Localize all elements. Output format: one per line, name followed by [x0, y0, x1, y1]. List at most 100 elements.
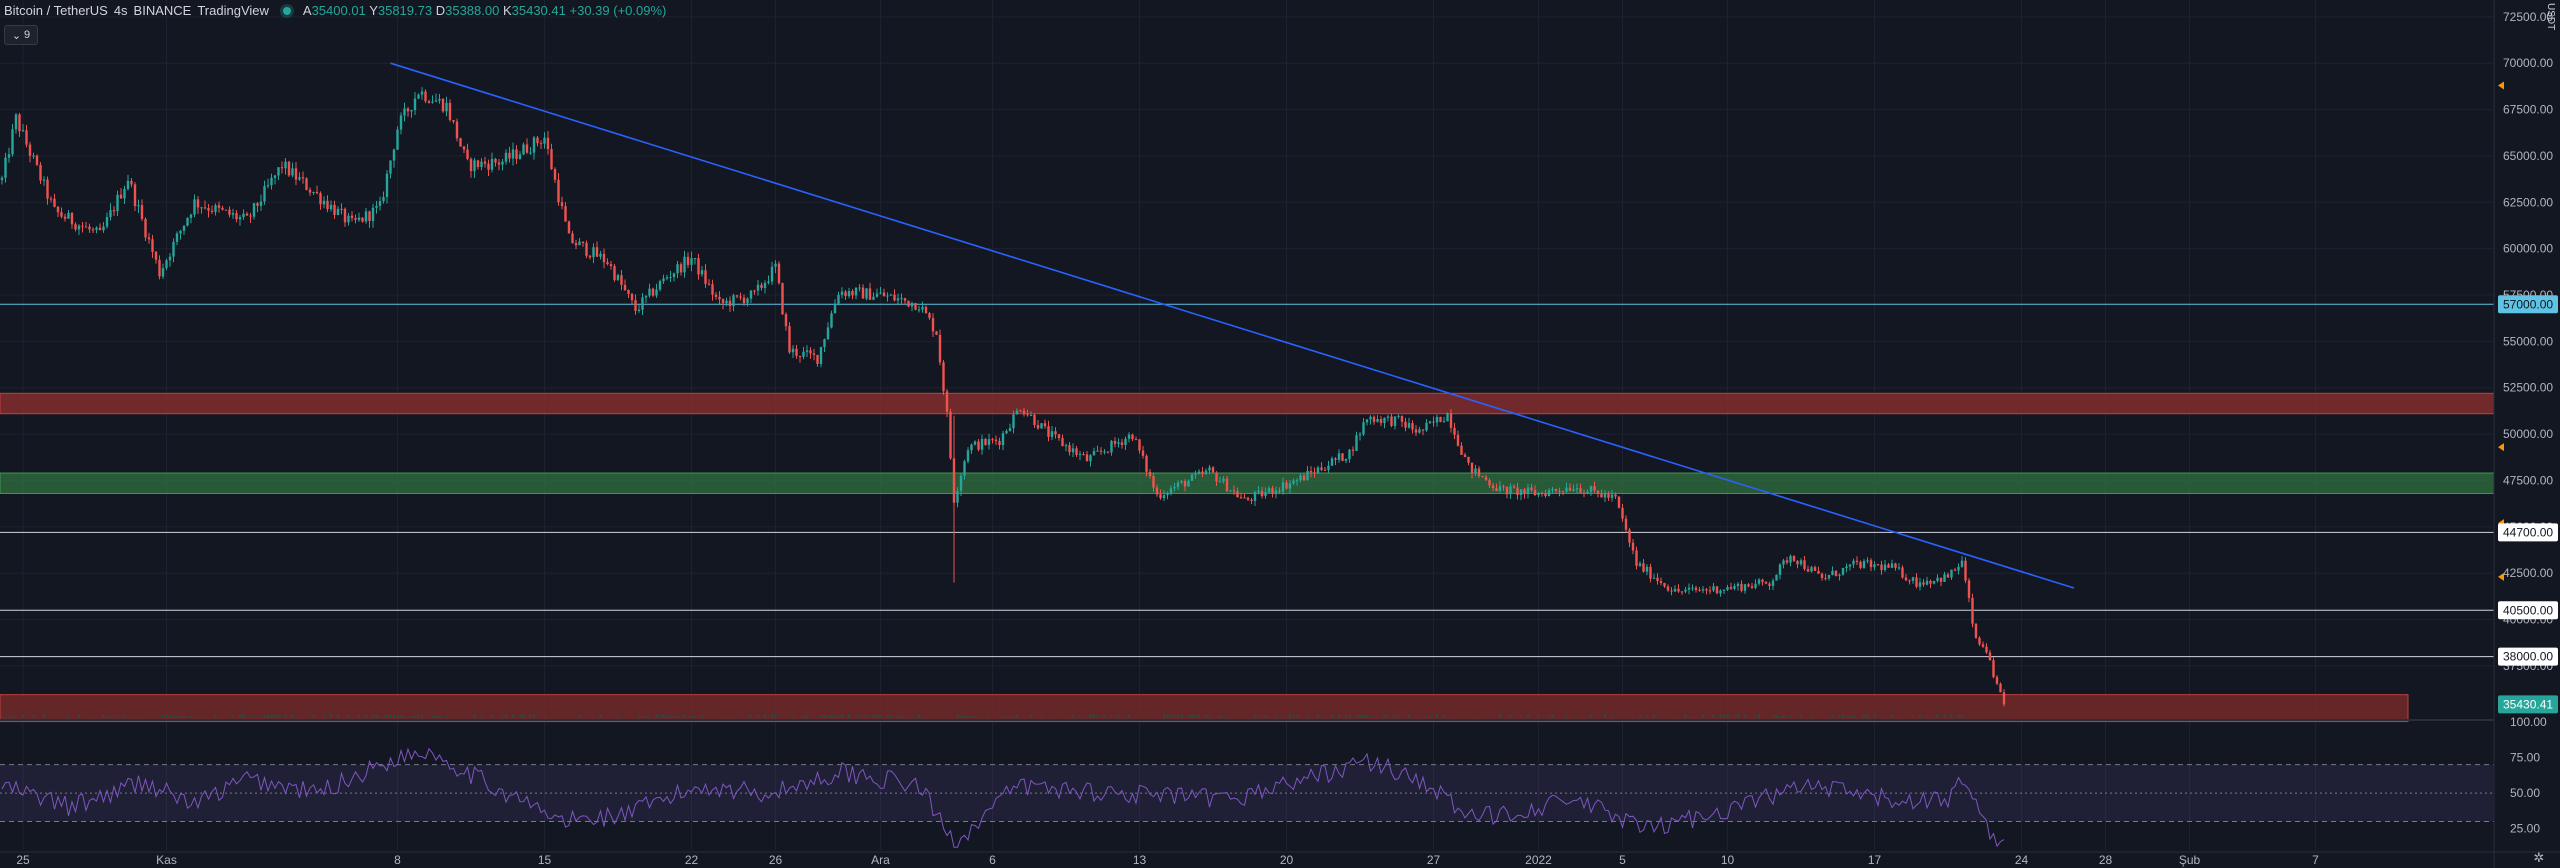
- candle-body: [319, 193, 322, 205]
- candle-body: [837, 294, 840, 304]
- volume-bar: [1873, 714, 1876, 718]
- volume-bar: [1005, 716, 1008, 718]
- volume-bar: [176, 715, 178, 718]
- volume-bar: [1317, 714, 1319, 718]
- interval-label[interactable]: 4s: [113, 3, 128, 18]
- volume-bar: [890, 715, 892, 718]
- volume-bar: [1513, 716, 1515, 718]
- indicators-toggle-button[interactable]: ⌄ 9: [4, 25, 38, 45]
- price-zone[interactable]: [0, 472, 2495, 494]
- gear-icon[interactable]: ✲: [2533, 850, 2545, 865]
- volume-bar: [57, 716, 59, 718]
- price-zone[interactable]: [0, 694, 2409, 723]
- candle-body: [473, 160, 476, 172]
- price-tick-label: 55000.00: [2503, 334, 2553, 348]
- candle-body: [1512, 486, 1516, 488]
- volume-bar: [1047, 714, 1050, 718]
- volume-bar: [393, 715, 395, 718]
- candle-body: [1530, 487, 1533, 491]
- candle-body: [1537, 493, 1540, 496]
- candle-body: [1099, 450, 1103, 452]
- candle-body: [1726, 587, 1729, 590]
- volume-bar: [1264, 715, 1267, 718]
- price-axis[interactable]: [2494, 0, 2560, 868]
- alert-marker-icon[interactable]: [2498, 572, 2504, 581]
- level-price-tag[interactable]: [2498, 523, 2558, 542]
- volume-bar: [1026, 714, 1029, 718]
- candle-body: [970, 444, 973, 451]
- level-price-tag[interactable]: [2498, 295, 2558, 314]
- volume-bar: [1922, 714, 1925, 718]
- candle-body: [798, 355, 802, 357]
- candle-body: [487, 163, 490, 170]
- candle-body: [1474, 468, 1477, 474]
- candle-body: [1257, 490, 1260, 493]
- trendline[interactable]: [390, 62, 2075, 589]
- candle-body: [609, 264, 613, 266]
- candle-body: [1432, 421, 1435, 423]
- volume-bar: [1625, 714, 1627, 718]
- volume-bar: [64, 715, 66, 718]
- volume-bar: [1089, 714, 1092, 718]
- volume-bar: [1135, 716, 1137, 718]
- candle-body: [1866, 560, 1869, 562]
- volume-bar: [666, 716, 668, 718]
- candle-body: [140, 205, 144, 219]
- volume-bar: [1506, 715, 1508, 718]
- candle-body: [1988, 652, 1992, 661]
- candle-body: [249, 215, 252, 217]
- price-zone[interactable]: [0, 392, 2495, 415]
- volume-bar: [1849, 715, 1851, 718]
- price-tick-label: 62500.00: [2503, 195, 2553, 209]
- market-status-icon[interactable]: [282, 6, 291, 15]
- volume-bar: [1355, 714, 1358, 718]
- symbol-name[interactable]: Bitcoin / TetherUS: [4, 3, 108, 18]
- exchange-label: BINANCE: [133, 3, 192, 18]
- candle-body: [1365, 419, 1369, 423]
- volume-bar: [1702, 714, 1704, 718]
- candle-body: [1411, 423, 1414, 430]
- volume-bar: [1457, 716, 1459, 718]
- volume-bar: [1131, 715, 1134, 718]
- candle-body: [1960, 560, 1964, 567]
- alert-marker-icon[interactable]: [2498, 443, 2504, 452]
- candle-body: [1771, 580, 1775, 586]
- level-price-tag[interactable]: [2498, 601, 2558, 620]
- currency-label[interactable]: USDT: [2545, 3, 2556, 31]
- volume-bar: [1152, 714, 1155, 718]
- candle-body: [1229, 490, 1232, 492]
- candle-body: [630, 293, 634, 301]
- candle-body: [1075, 448, 1078, 455]
- candle-body: [1124, 438, 1127, 445]
- volume-bar: [162, 714, 164, 718]
- volume-bar: [102, 714, 105, 718]
- volume-bar: [246, 714, 248, 718]
- volume-bar: [900, 714, 903, 718]
- candle-body: [928, 313, 931, 319]
- volume-bar: [1499, 714, 1501, 718]
- volume-bar: [1163, 714, 1165, 718]
- candle-body: [1005, 430, 1008, 434]
- candle-body: [1390, 416, 1393, 426]
- time-tick-label: 6: [989, 853, 996, 867]
- volume-bar: [386, 714, 388, 718]
- volume-bar: [1887, 716, 1890, 718]
- volume-bar: [1044, 716, 1046, 718]
- candle-body: [1078, 454, 1082, 456]
- rsi-line[interactable]: [1, 747, 2005, 848]
- candle-body: [1593, 486, 1596, 491]
- level-price-tag[interactable]: [2498, 647, 2558, 666]
- volume-bar: [172, 715, 175, 718]
- candle-body: [1978, 637, 1981, 645]
- alert-marker-icon[interactable]: [2498, 81, 2504, 90]
- candle-body: [1358, 434, 1362, 436]
- candle-body: [357, 217, 361, 220]
- volume-bar: [746, 716, 749, 718]
- volume-bar: [1261, 714, 1263, 718]
- last-price-tag[interactable]: [2498, 695, 2558, 714]
- price-tick-label: 60000.00: [2503, 242, 2553, 256]
- candle-body: [956, 490, 959, 503]
- volume-bar: [1082, 715, 1085, 718]
- candle-body: [1453, 427, 1456, 435]
